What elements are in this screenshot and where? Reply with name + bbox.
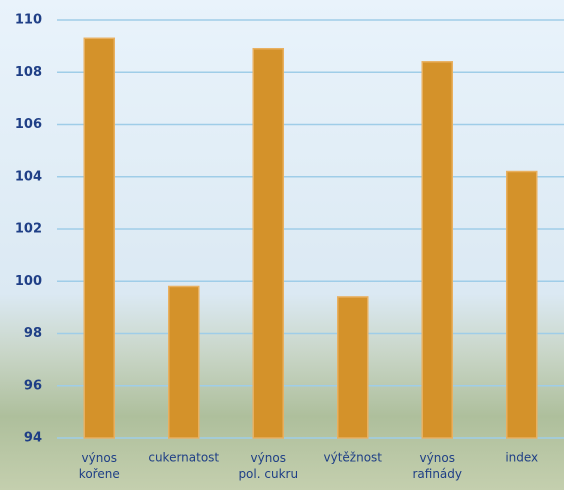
y-tick-label: 98 [24,326,42,341]
y-tick-label: 94 [24,431,42,446]
bar [168,285,200,439]
x-tick-label: výnos kořene [79,451,120,481]
x-tick-label: výnos pol. cukru [238,451,298,481]
bar [421,61,453,439]
y-tick-label: 96 [24,378,42,393]
y-tick-label: 106 [15,117,42,132]
y-tick-label: 108 [15,65,42,80]
y-tick-label: 110 [15,13,42,28]
x-tick-label: cukernatost [148,451,219,465]
x-tick-label: index [505,451,538,465]
y-tick-label: 100 [15,274,42,289]
x-tick-label: výnos rafinády [412,451,462,481]
bar [506,170,538,439]
bar [83,37,115,439]
bar [252,47,284,439]
bar [337,296,369,439]
y-tick-label: 104 [15,169,42,184]
y-tick-label: 102 [15,222,42,237]
x-tick-label: výtěžnost [324,451,383,465]
